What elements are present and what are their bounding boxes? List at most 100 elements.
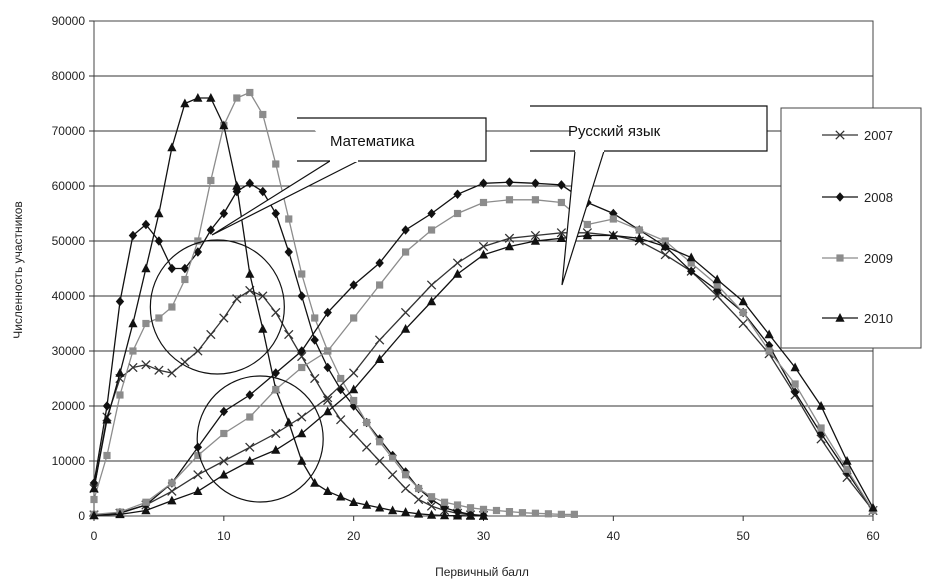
- x-tick-label: 40: [607, 529, 621, 543]
- data-point: [363, 418, 371, 427]
- data-point: [608, 230, 618, 240]
- data-point: [336, 415, 346, 425]
- data-point: [219, 313, 229, 323]
- data-point: [258, 324, 268, 333]
- data-point: [245, 269, 255, 278]
- data-point: [401, 507, 411, 516]
- x-tick-label: 0: [91, 529, 98, 543]
- data-point: [181, 275, 189, 284]
- data-point: [557, 180, 566, 190]
- legend-item-2007: 2007: [822, 128, 893, 143]
- data-point: [154, 365, 164, 375]
- data-point: [583, 220, 591, 229]
- data-point: [180, 263, 190, 274]
- data-point: [817, 424, 825, 432]
- data-point: [492, 506, 501, 515]
- data-point: [402, 248, 410, 256]
- data-point: [427, 226, 436, 234]
- legend-box: [780, 107, 922, 349]
- data-point: [297, 291, 306, 301]
- data-point: [505, 508, 514, 516]
- data-point: [842, 456, 852, 465]
- data-point: [713, 285, 722, 296]
- data-point: [479, 505, 488, 513]
- legend-label: 2007: [864, 128, 893, 143]
- data-point: [712, 274, 722, 284]
- data-point: [297, 456, 307, 465]
- data-point: [232, 181, 242, 190]
- legend-marker: [835, 130, 845, 140]
- data-point: [245, 178, 254, 189]
- data-point: [285, 215, 293, 223]
- axis-ticks: 0 10000 20000 30000 40000 50000 60000 70000 8000…: [52, 14, 880, 543]
- data-point: [452, 510, 463, 520]
- data-point: [544, 510, 553, 518]
- data-point: [220, 429, 228, 438]
- data-point: [439, 510, 450, 520]
- data-point: [258, 291, 268, 301]
- data-point: [790, 387, 800, 398]
- data-point: [349, 497, 359, 507]
- data-point: [298, 270, 306, 278]
- data-point: [453, 501, 462, 509]
- data-point: [505, 196, 514, 204]
- data-point: [311, 314, 319, 322]
- data-point: [128, 318, 138, 328]
- data-point: [272, 160, 280, 168]
- data-point: [738, 318, 748, 329]
- y-axis-title: Численность участников: [11, 201, 25, 339]
- data-point: [115, 368, 125, 377]
- data-point: [232, 294, 242, 304]
- data-point: [128, 362, 138, 373]
- data-point: [207, 176, 215, 185]
- math-callout-box: [297, 117, 487, 162]
- data-point: [402, 471, 410, 479]
- data-point: [530, 230, 541, 241]
- data-point: [479, 198, 488, 207]
- legend-marker: [835, 313, 845, 322]
- data-point: [116, 391, 124, 399]
- data-point: [297, 428, 307, 438]
- data-point: [219, 406, 229, 417]
- data-point: [284, 247, 293, 257]
- data-point: [193, 486, 203, 496]
- data-point: [582, 230, 592, 240]
- data-point: [427, 208, 436, 219]
- data-point: [168, 303, 176, 311]
- data-point: [245, 456, 255, 465]
- data-point: [376, 438, 384, 446]
- data-point: [660, 241, 670, 251]
- data-point: [609, 215, 617, 223]
- data-point: [193, 470, 203, 480]
- series-2007-math: [89, 285, 489, 521]
- data-point: [687, 266, 696, 277]
- data-point: [310, 373, 320, 384]
- data-point: [142, 319, 150, 328]
- data-point: [180, 98, 190, 108]
- data-point: [453, 209, 462, 218]
- highlight-circle-math: [149, 239, 285, 375]
- data-point: [258, 186, 267, 197]
- data-point: [376, 281, 384, 289]
- data-point: [868, 502, 878, 512]
- data-point: [337, 374, 345, 383]
- data-point: [271, 445, 281, 454]
- data-point: [167, 495, 177, 505]
- data-point: [154, 208, 164, 218]
- data-point: [141, 263, 151, 273]
- data-point: [246, 88, 254, 97]
- data-point: [323, 362, 332, 373]
- data-point: [531, 196, 540, 204]
- data-point: [167, 142, 177, 152]
- data-point: [323, 486, 333, 496]
- data-point: [349, 368, 359, 378]
- data-point: [413, 508, 424, 518]
- data-point: [400, 307, 411, 318]
- data-point: [349, 280, 358, 290]
- y-tick-label: 0: [78, 509, 85, 523]
- data-point: [271, 307, 281, 318]
- data-point: [297, 346, 306, 356]
- data-point: [193, 93, 203, 102]
- data-point: [466, 504, 475, 512]
- data-point: [452, 258, 463, 268]
